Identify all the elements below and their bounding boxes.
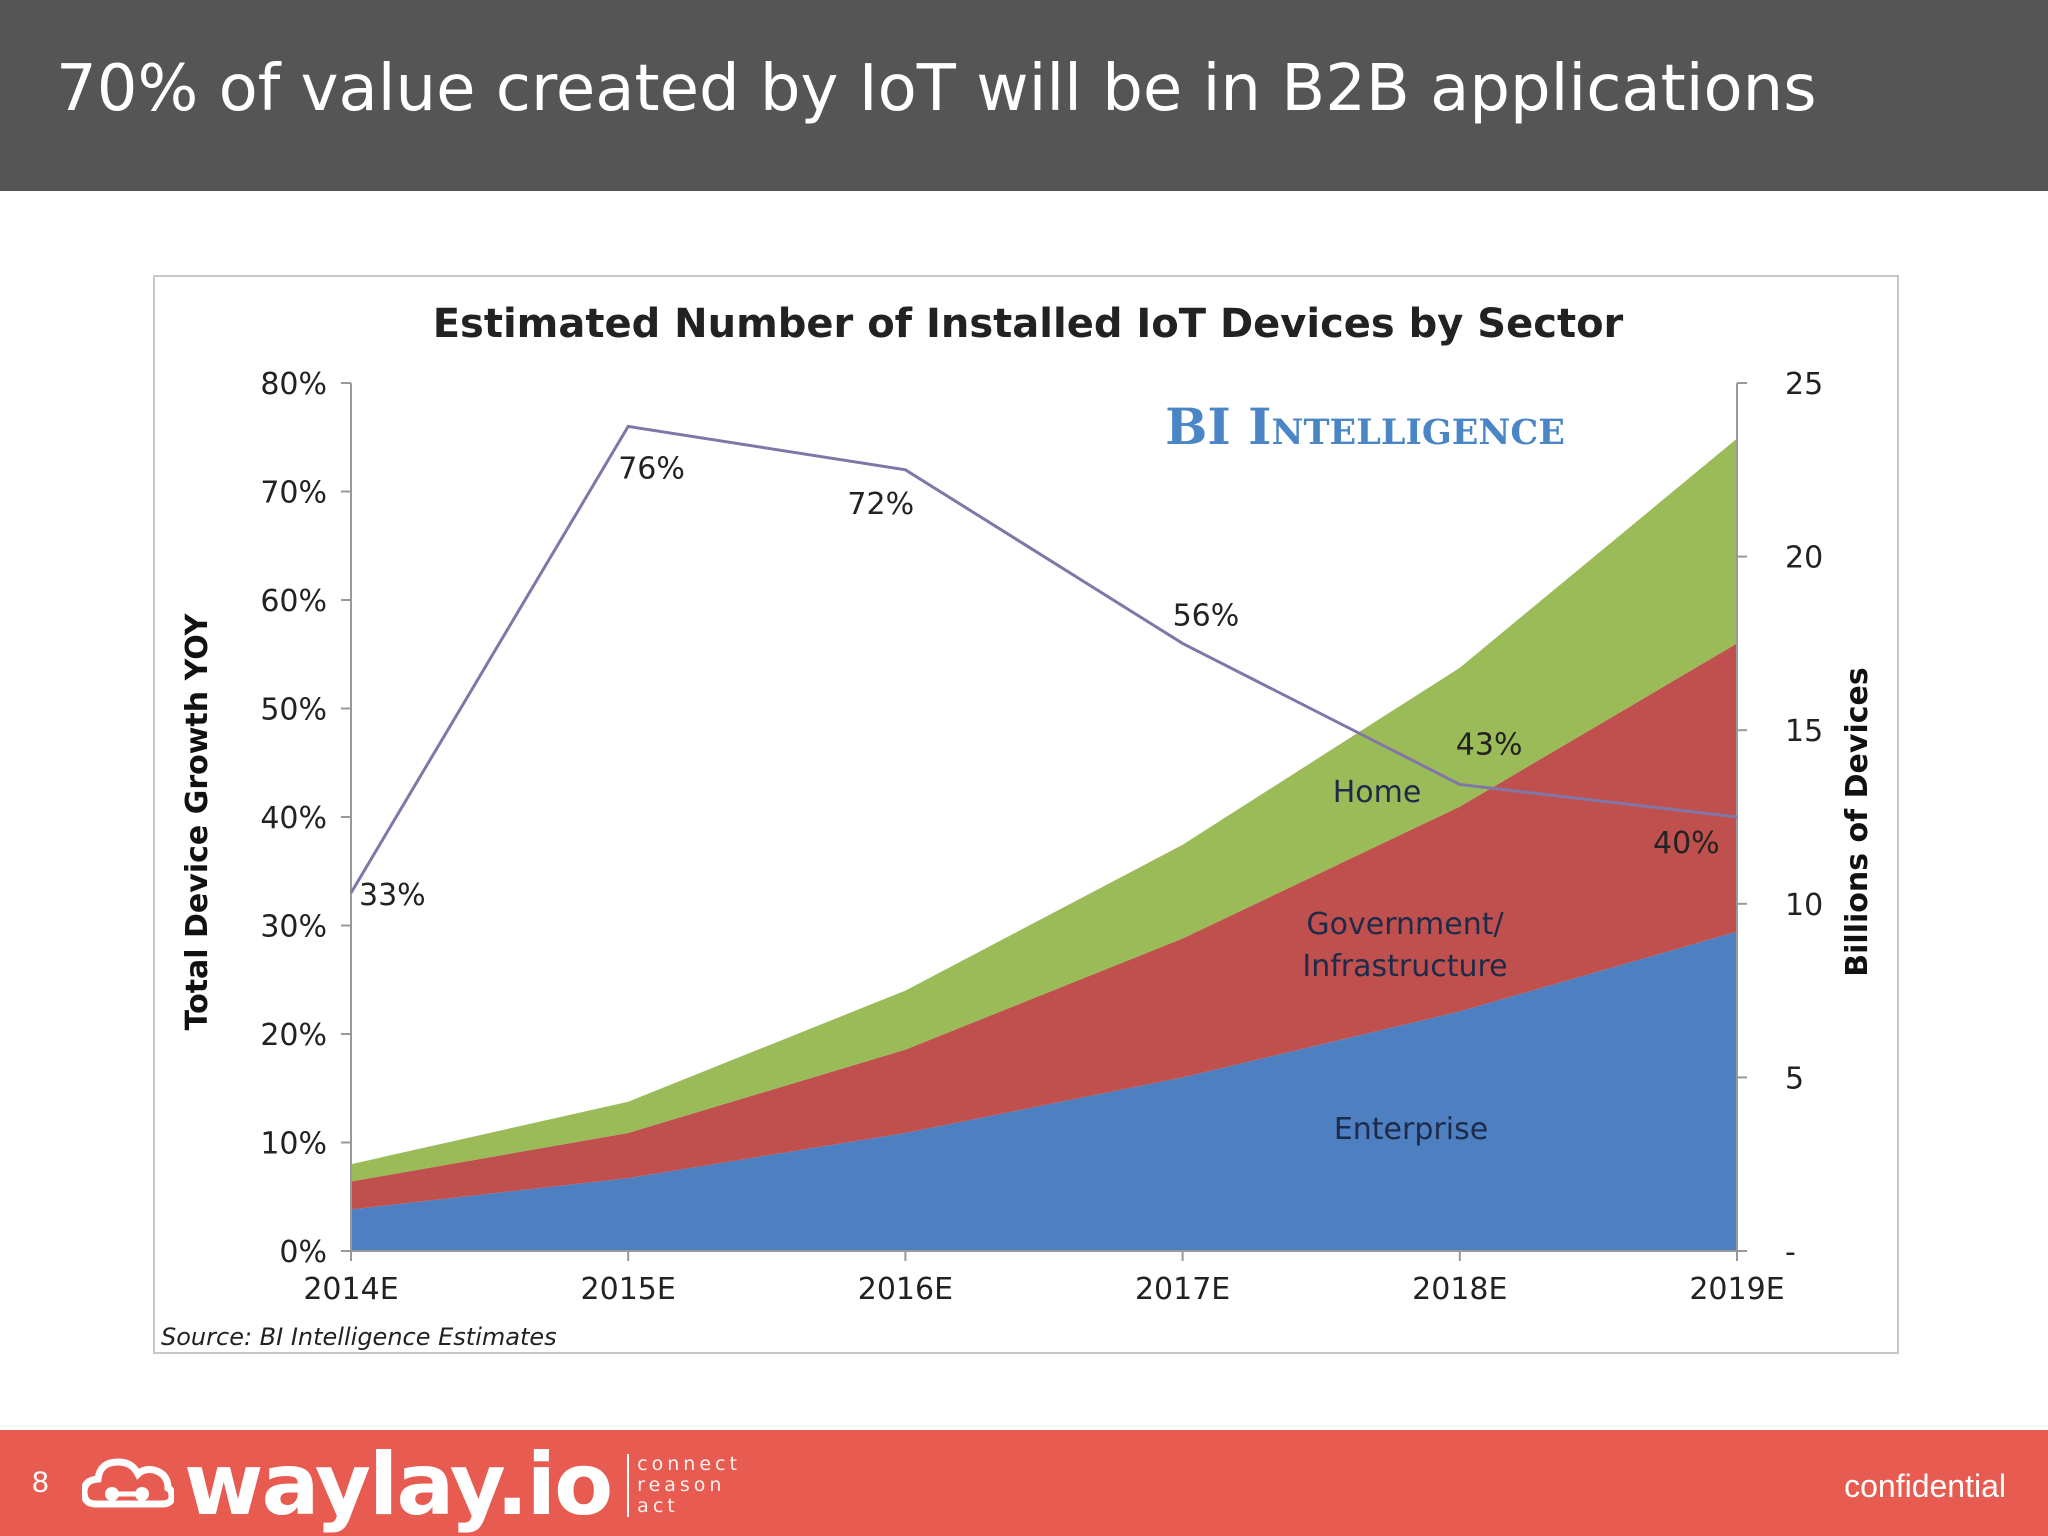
y-left-tick-label: 10% bbox=[260, 1127, 327, 1162]
bi-intelligence-watermark: BI Intelligence bbox=[1165, 397, 1565, 456]
logo-text: waylay.io bbox=[184, 1435, 613, 1535]
chart-source: Source: BI Intelligence Estimates bbox=[161, 1323, 557, 1351]
waylay-logo: waylay.io connect reason act bbox=[82, 1440, 741, 1530]
area-label: Home bbox=[1333, 775, 1422, 810]
growth-data-label: 72% bbox=[847, 487, 914, 522]
y-right-tick-label: - bbox=[1785, 1235, 1796, 1270]
x-tick-label: 2018E bbox=[1412, 1272, 1507, 1307]
slide-footer bbox=[0, 1430, 2048, 1536]
tagline-reason: reason bbox=[637, 1473, 726, 1496]
chart-frame: Estimated Number of Installed IoT Device… bbox=[153, 275, 1899, 1354]
y-left-tick-label: 0% bbox=[279, 1235, 327, 1270]
y-left-axis-label: Total Device Growth YOY bbox=[180, 612, 215, 1030]
y-left-tick-label: 40% bbox=[260, 801, 327, 836]
y-right-tick-label: 25 bbox=[1785, 367, 1823, 402]
area-series-group bbox=[351, 438, 1737, 1251]
logo-tagline: connect reason act bbox=[627, 1452, 741, 1517]
area-label: Infrastructure bbox=[1302, 949, 1507, 984]
slide-header: 70% of value created by IoT will be in B… bbox=[0, 0, 2048, 191]
area-label: Enterprise bbox=[1334, 1112, 1488, 1147]
y-left-tick-label: 70% bbox=[260, 476, 327, 511]
y-right-tick-label: 15 bbox=[1785, 714, 1823, 749]
growth-data-label: 76% bbox=[618, 451, 685, 486]
growth-data-label: 40% bbox=[1653, 826, 1720, 861]
area-labels-group: Home Government/Infrastructure Enterprise bbox=[1302, 775, 1507, 1147]
x-tick-label: 2019E bbox=[1689, 1272, 1784, 1307]
area-label: Government/ bbox=[1306, 907, 1504, 942]
y-left-tick-label: 80% bbox=[260, 367, 327, 402]
growth-line bbox=[349, 424, 1738, 894]
iot-devices-chart: Estimated Number of Installed IoT Device… bbox=[161, 301, 1875, 1351]
y-left-tick-label: 30% bbox=[260, 910, 327, 945]
y-right-tick-label: 5 bbox=[1785, 1061, 1804, 1096]
y-left-tick-label: 50% bbox=[260, 693, 327, 728]
chart-title: Estimated Number of Installed IoT Device… bbox=[433, 301, 1624, 347]
y-left-tick-label: 60% bbox=[260, 584, 327, 619]
y-right-axis-label: Billions of Devices bbox=[1840, 667, 1875, 976]
y-right-tick-label: 10 bbox=[1785, 888, 1823, 923]
y-left-tick-label: 20% bbox=[260, 1018, 327, 1053]
growth-line-group: 33% 76% 72% 56% 43% 40% bbox=[349, 424, 1738, 913]
growth-data-label: 56% bbox=[1173, 598, 1240, 633]
growth-data-label: 43% bbox=[1456, 727, 1523, 762]
x-tick-label: 2014E bbox=[303, 1272, 398, 1307]
tagline-connect: connect bbox=[637, 1452, 741, 1475]
page-number: 8 bbox=[32, 1466, 49, 1499]
area-series-1 bbox=[351, 643, 1737, 1210]
area-series-0 bbox=[351, 931, 1737, 1251]
logo-cloud-icon bbox=[82, 1458, 174, 1508]
x-tick-label: 2017E bbox=[1135, 1272, 1230, 1307]
growth-data-label: 33% bbox=[359, 878, 426, 913]
axes-group: 0% 10% 20% 30% 40% 50% 60% 70% 80% - 5 10 15 20 25 2014… bbox=[260, 367, 1823, 1307]
x-tick-label: 2016E bbox=[858, 1272, 953, 1307]
x-tick-label: 2015E bbox=[581, 1272, 676, 1307]
tagline-act: act bbox=[637, 1494, 679, 1517]
confidential-label: confidential bbox=[1844, 1468, 2006, 1504]
y-right-tick-label: 20 bbox=[1785, 541, 1823, 576]
slide-title: 70% of value created by IoT will be in B… bbox=[56, 52, 1817, 126]
